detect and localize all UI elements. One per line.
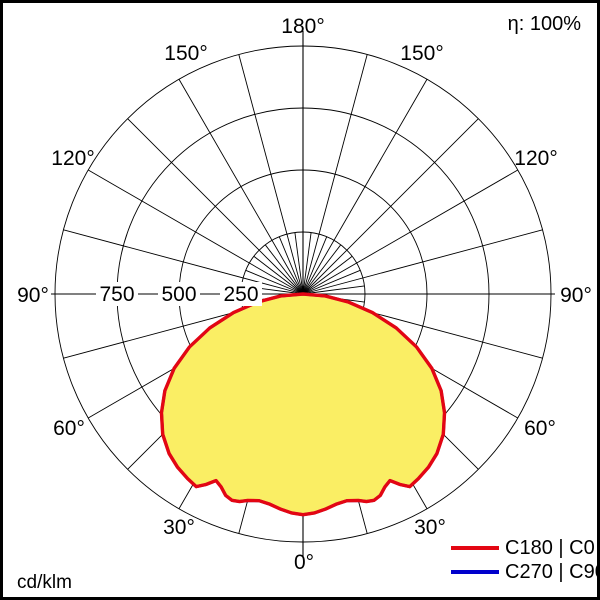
efficiency-label: η: 100% — [508, 13, 582, 35]
angle-label-9: 30° — [163, 516, 195, 539]
angle-label-6: 90° — [560, 284, 592, 307]
angle-label-2: 150° — [400, 42, 443, 65]
angle-label-4: 120° — [514, 147, 557, 170]
series-curve-c180-c0 — [159, 292, 447, 517]
legend-label-0: C180 | C0 — [505, 537, 595, 559]
angle-label-0: 180° — [281, 15, 324, 38]
legend-label-1: C270 | C90 — [505, 561, 600, 583]
angle-tick-labels: 180° 150° 150° 120° 120° 90° 90° 60° 60° 30° 30° 0° — [17, 15, 592, 574]
radial-tick-label-750: 750 — [99, 283, 134, 306]
radial-tick-label-250: 250 — [223, 283, 258, 306]
angle-label-11: 0° — [294, 551, 314, 574]
angle-label-7: 60° — [53, 417, 85, 440]
unit-label: cd/klm — [17, 572, 72, 593]
radial-tick-labels: 750 500 250 — [11, 282, 597, 306]
angle-label-3: 120° — [51, 147, 94, 170]
angle-label-1: 150° — [164, 42, 207, 65]
angle-label-5: 90° — [17, 284, 49, 307]
angle-label-10: 30° — [414, 516, 446, 539]
angle-label-8: 60° — [524, 417, 556, 440]
radial-tick-label-500: 500 — [161, 283, 196, 306]
polar-chart: 750 500 250 180° 150° 150° 120° 120° 90° 90° 60° 6… — [11, 13, 600, 593]
series-fill-c180-c0 — [161, 294, 445, 515]
